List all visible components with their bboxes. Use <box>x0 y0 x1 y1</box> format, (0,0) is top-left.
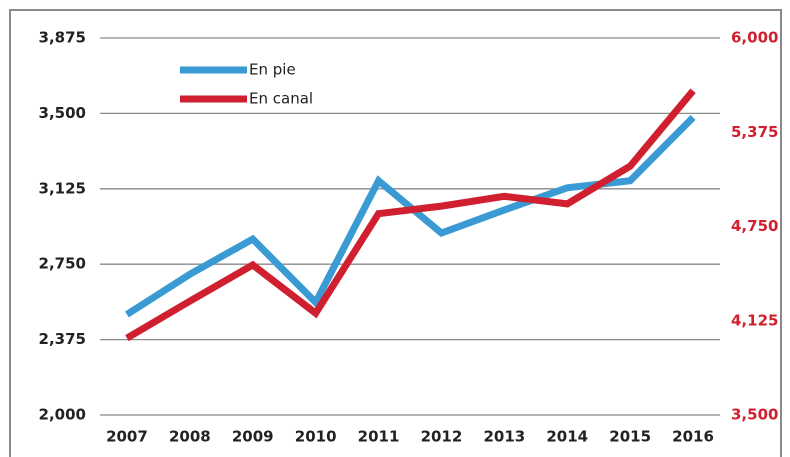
frame <box>9 9 782 457</box>
x-tick-label: 2016 <box>672 428 714 446</box>
y2-tick-label: 3,500 <box>731 406 778 424</box>
legend-label: En pie <box>249 61 296 79</box>
y2-tick-label: 6,000 <box>731 29 778 47</box>
x-tick-label: 2011 <box>358 428 400 446</box>
x-tick-label: 2012 <box>421 428 463 446</box>
y2-tick-label: 5,375 <box>731 123 778 141</box>
x-tick-label: 2007 <box>106 428 148 446</box>
y-tick-label: 3,125 <box>39 179 86 197</box>
x-tick-label: 2010 <box>295 428 337 446</box>
y-tick-label: 2,750 <box>39 255 86 273</box>
y-tick-label: 3,875 <box>39 29 86 47</box>
x-tick-label: 2014 <box>546 428 588 446</box>
series-line <box>125 88 696 342</box>
x-tick-label: 2008 <box>169 428 211 446</box>
x-tick-label: 2013 <box>483 428 525 446</box>
y-tick-label: 2,000 <box>39 406 86 424</box>
x-tick-label: 2015 <box>609 428 651 446</box>
x-tick-label: 2009 <box>232 428 274 446</box>
y2-tick-label: 4,750 <box>731 217 778 235</box>
y-tick-label: 2,375 <box>39 330 86 348</box>
y2-tick-label: 4,125 <box>731 311 778 329</box>
y-tick-label: 3,500 <box>39 104 86 122</box>
legend-label: En canal <box>249 90 313 108</box>
